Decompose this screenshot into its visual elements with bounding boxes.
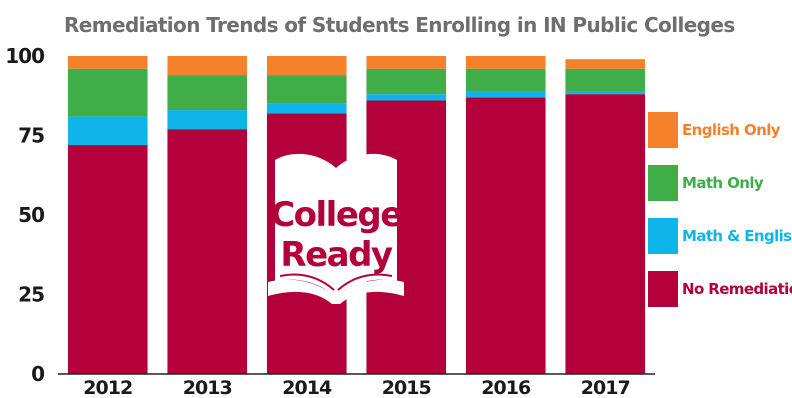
x-axis-ticks: 2012 2013 2014 2015 2016 2017 (83, 377, 630, 398)
bar-segment-no-remediation-2017 (565, 94, 646, 374)
bar-segment-math-english-2014 (266, 103, 347, 114)
bars-group (67, 56, 646, 375)
bar-segment-math-only-2012 (67, 68, 148, 117)
bar-segment-english-only-2012 (67, 56, 148, 69)
open-book-icon (268, 153, 404, 304)
bar-segment-english-only-2016 (465, 56, 546, 69)
bar-segment-no-remediation-2012 (67, 145, 148, 374)
bar-segment-english-only-2015 (366, 56, 447, 69)
legend-label-math-only: Math Only (682, 174, 764, 192)
bar-segment-math-only-2013 (167, 75, 248, 111)
legend-swatch-no-remediation (648, 271, 678, 307)
y-tick-label-100: 100 (5, 44, 44, 68)
x-tick-label-2014: 2014 (282, 377, 332, 398)
legend-swatch-math-only (648, 165, 678, 201)
bar-segment-english-only-2017 (565, 59, 646, 69)
bar-segment-math-only-2017 (565, 68, 646, 91)
bar-segment-math-english-2016 (465, 90, 546, 98)
college-ready-badge: College Ready (268, 153, 404, 304)
badge-line-1: College (270, 195, 402, 235)
x-tick-label-2016: 2016 (481, 377, 531, 398)
bar-segment-math-only-2016 (465, 68, 546, 91)
bar-segment-math-english-2013 (167, 110, 248, 130)
x-tick-label-2012: 2012 (83, 377, 132, 398)
x-tick-label-2017: 2017 (581, 377, 630, 398)
bar-segment-english-only-2014 (266, 56, 347, 76)
badge-line-2: Ready (280, 235, 393, 275)
bar-segment-math-english-2015 (366, 94, 447, 101)
bar-segment-math-only-2015 (366, 68, 447, 95)
y-tick-label-0: 0 (31, 362, 44, 386)
legend-swatch-english-only (648, 112, 678, 148)
bar-segment-math-only-2014 (266, 75, 347, 104)
x-tick-label-2013: 2013 (183, 377, 232, 398)
bar-segment-no-remediation-2013 (167, 129, 248, 374)
x-tick-label-2015: 2015 (382, 377, 431, 398)
y-axis-ticks: 0 25 50 75 100 (5, 44, 45, 386)
legend-swatch-math-english (648, 218, 678, 254)
y-tick-label-25: 25 (18, 283, 44, 307)
bar-segment-math-english-2012 (67, 116, 148, 146)
legend: English Only Math Only Math & English No Re… (648, 112, 792, 307)
legend-label-english-only: English Only (682, 121, 781, 139)
legend-label-math-english: Math & English (682, 227, 792, 245)
y-tick-label-75: 75 (18, 124, 44, 148)
bar-segment-english-only-2013 (167, 56, 248, 76)
legend-label-no-remediation: No Remediation (682, 280, 792, 298)
bar-segment-no-remediation-2016 (465, 97, 546, 374)
y-tick-label-50: 50 (18, 203, 44, 227)
chart-title: Remediation Trends of Students Enrolling… (64, 13, 735, 37)
bar-segment-math-english-2017 (565, 90, 646, 95)
